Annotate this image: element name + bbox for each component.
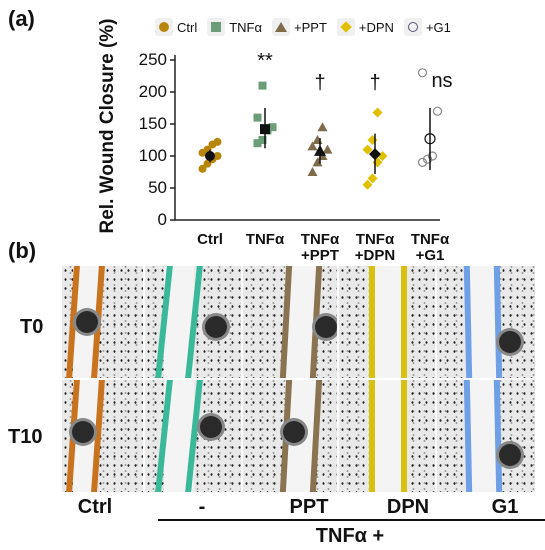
- data-point: [367, 135, 378, 145]
- legend-label: Ctrl: [177, 19, 198, 35]
- data-point: [417, 157, 428, 167]
- significance-label: **: [257, 50, 273, 72]
- data-point: [312, 135, 323, 144]
- x-tick-label: TNFα +PPT: [300, 231, 340, 264]
- legend-symbol: [403, 18, 422, 36]
- wound-edge-line: [401, 266, 407, 378]
- column-label: PPT: [289, 496, 329, 518]
- wound-edge-line: [401, 380, 407, 492]
- legend-item: +PPT: [272, 18, 327, 36]
- legend-item: +DPN: [336, 18, 394, 36]
- cell-cluster: [72, 421, 94, 443]
- data-point: [268, 123, 277, 132]
- wound-photo: [62, 266, 143, 378]
- data-point: [417, 68, 428, 78]
- wound-photo: [145, 266, 241, 378]
- wound-photo: [339, 266, 435, 378]
- legend-item: TNFα: [207, 18, 262, 36]
- wound-area: [372, 266, 404, 378]
- wound-photo: [437, 380, 535, 492]
- cell-cluster: [200, 416, 222, 438]
- y-tick-label: 250: [138, 50, 167, 69]
- panel-a-label: (a): [8, 6, 35, 31]
- wound-photo-grid: [62, 266, 545, 492]
- y-tick-label: 50: [148, 178, 167, 197]
- legend-item: +G1: [403, 18, 451, 36]
- legend-symbol: [272, 18, 291, 36]
- cell-cluster: [205, 316, 227, 338]
- column-label: G1: [491, 496, 519, 518]
- x-tick-label: TNFα +G1: [410, 231, 450, 264]
- data-point: [427, 151, 438, 161]
- data-point: [258, 136, 267, 144]
- wound-photo: [243, 380, 337, 492]
- data-point: [422, 154, 433, 164]
- y-tick-label: 100: [138, 146, 167, 165]
- data-point: [213, 137, 222, 146]
- wound-area: [372, 380, 404, 492]
- data-point: [307, 141, 318, 151]
- data-point: [307, 167, 318, 176]
- row-label-t10: T10: [8, 426, 43, 448]
- cell-cluster: [76, 311, 98, 333]
- panel-b-label: (b): [8, 238, 37, 263]
- wound-edge-line: [493, 380, 503, 492]
- cell-cluster: [499, 331, 521, 353]
- wound-edge-line: [493, 266, 503, 378]
- legend-label: +PPT: [294, 19, 327, 35]
- legend-label: TNFα: [229, 19, 263, 35]
- column-label: Ctrl: [77, 496, 113, 518]
- data-point: [372, 107, 383, 118]
- data-point: [213, 152, 222, 160]
- row-label-t0: T0: [20, 316, 44, 338]
- wound-edge-line: [369, 380, 375, 492]
- chart-legend: Ctrl TNFα +PPT +DPN +G1: [155, 18, 451, 36]
- x-tick-label: TNFα +DPN: [354, 231, 396, 264]
- wound-photo: [339, 380, 435, 492]
- wound-photo: [243, 266, 337, 378]
- wound-photo: [62, 380, 143, 492]
- legend-symbol: [336, 18, 355, 36]
- significance-label: †: [314, 72, 326, 94]
- data-point: [322, 144, 333, 154]
- x-tick-label: Ctrl: [197, 231, 223, 248]
- wound-photo: [145, 380, 241, 492]
- wound-closure-chart: [170, 55, 443, 221]
- legend-label: +G1: [425, 19, 451, 35]
- data-point: [367, 173, 378, 184]
- column-label: -: [198, 496, 206, 518]
- cell-cluster: [283, 421, 305, 443]
- significance-label: ns: [431, 70, 453, 92]
- y-tick-label: 200: [138, 82, 167, 101]
- wound-photo: [437, 266, 535, 378]
- y-tick-label: 0: [157, 210, 167, 229]
- data-point: [362, 144, 373, 155]
- data-point: [312, 157, 323, 167]
- data-point: [253, 139, 262, 148]
- mean-marker: [205, 151, 215, 161]
- data-point: [432, 106, 443, 116]
- tnf-group-bracket: [158, 519, 545, 521]
- tnf-group-label: TNFα +: [315, 525, 385, 547]
- data-point: [258, 81, 267, 90]
- cell-cluster: [315, 316, 337, 338]
- x-tick-label: TNFα: [245, 231, 285, 248]
- data-point: [253, 113, 262, 122]
- legend-item: Ctrl: [155, 18, 197, 36]
- legend-symbol: [207, 18, 226, 36]
- data-point: [317, 122, 328, 132]
- data-point: [198, 164, 207, 173]
- wound-edge-line: [369, 266, 375, 378]
- legend-label: +DPN: [358, 19, 394, 35]
- mean-marker: [424, 133, 436, 145]
- column-label: DPN: [386, 496, 430, 518]
- mean-marker: [314, 144, 326, 156]
- y-tick-label: 150: [138, 114, 167, 133]
- legend-symbol: [155, 18, 173, 36]
- cell-cluster: [499, 444, 521, 466]
- mean-marker: [260, 124, 270, 135]
- data-point: [362, 179, 373, 190]
- mean-marker: [369, 148, 381, 161]
- significance-label: †: [369, 72, 381, 94]
